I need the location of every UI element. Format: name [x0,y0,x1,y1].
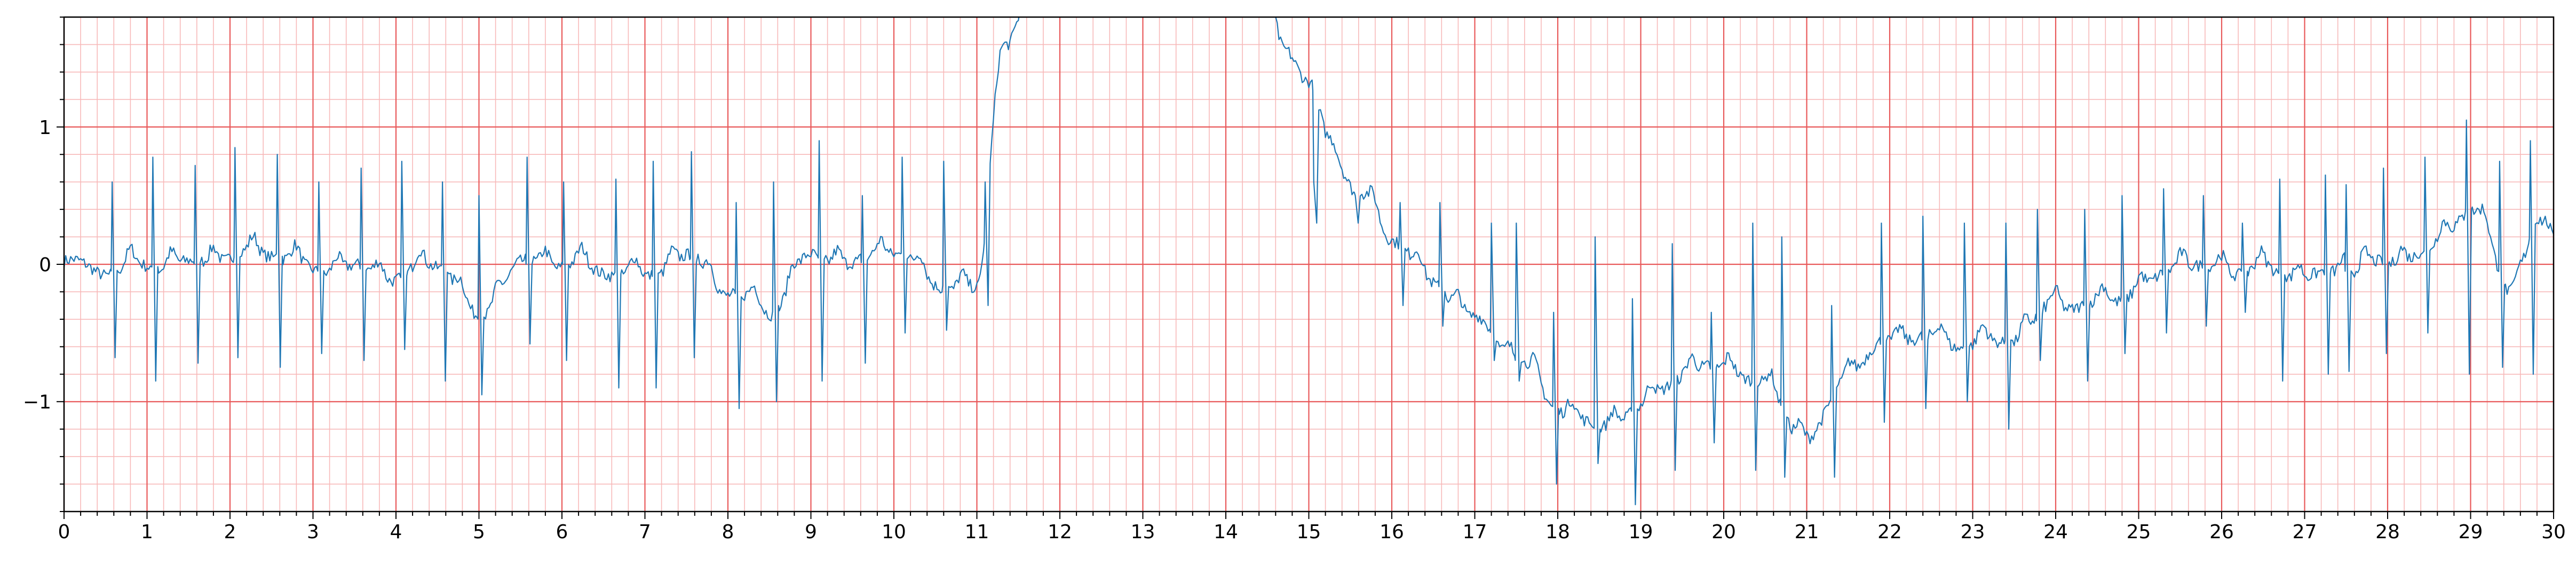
x-tick-label: 23 [1961,521,1985,543]
x-tick-label: 12 [1048,521,1072,543]
x-tick-label: 19 [1629,521,1653,543]
x-tick-label: 10 [882,521,906,543]
x-tick-label: 9 [805,521,817,543]
y-tick-label: 0 [39,254,51,276]
x-tick-label: 6 [556,521,568,543]
x-tick-label: 18 [1545,521,1570,543]
x-tick-label: 5 [473,521,485,543]
y-tick-label: −1 [23,391,51,413]
series-line [64,17,2554,506]
x-tick-label: 16 [1380,521,1404,543]
x-tick-label: 1 [141,521,153,543]
x-tick-label: 27 [2293,521,2317,543]
x-tick-label: 2 [224,521,236,543]
x-tick-label: 28 [2375,521,2400,543]
x-tick-label: 15 [1297,521,1321,543]
x-tick-label: 11 [965,521,989,543]
x-tick-label: 0 [58,521,70,543]
plot-area [64,17,2554,506]
y-axis: −1 0 1 [23,17,64,512]
major-grid [63,17,2555,512]
x-tick-label: 4 [390,521,402,543]
x-tick-label: 24 [2043,521,2068,543]
x-tick-label: 30 [2541,521,2566,543]
x-tick-label: 20 [1711,521,1736,543]
x-tick-label: 21 [1795,521,1819,543]
x-tick-label: 14 [1214,521,1238,543]
x-tick-label: 7 [639,521,651,543]
x-tick-label: 13 [1131,521,1155,543]
y-tick-label: 1 [39,117,51,139]
x-tick-label: 25 [2127,521,2151,543]
x-tick-label: 17 [1463,521,1487,543]
x-tick-label: 29 [2459,521,2483,543]
x-tick-label: 3 [307,521,319,543]
x-tick-label: 26 [2209,521,2234,543]
x-axis: 0 1 2 3 4 5 6 7 8 9 10 11 12 13 14 15 16 17 18 19 20 21 22 23 24… [58,512,2566,543]
x-tick-label: 22 [1877,521,1902,543]
x-tick-label: 8 [722,521,734,543]
